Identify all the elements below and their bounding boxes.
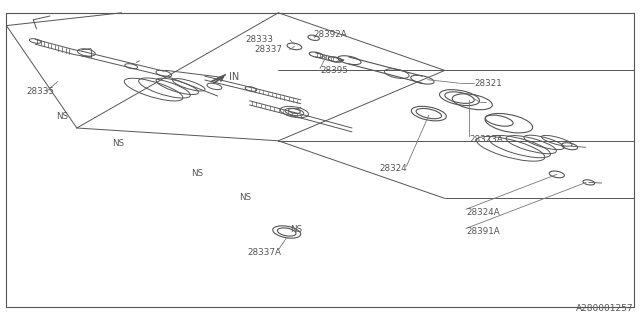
Text: NS: NS (112, 139, 124, 148)
Text: NS: NS (239, 193, 252, 202)
Text: 28323A: 28323A (469, 135, 503, 144)
Text: IN: IN (229, 72, 239, 82)
Text: 28333: 28333 (245, 36, 273, 44)
Text: 28321: 28321 (475, 79, 502, 88)
Text: NS: NS (191, 169, 203, 178)
Text: 28324A: 28324A (466, 208, 500, 217)
Text: 28392A: 28392A (314, 30, 348, 39)
Text: NS: NS (290, 225, 302, 234)
Text: 28391A: 28391A (466, 228, 500, 236)
Text: 28324: 28324 (380, 164, 407, 173)
Text: A280001257: A280001257 (576, 304, 634, 313)
Text: 28337: 28337 (255, 45, 283, 54)
Text: NS: NS (56, 112, 68, 121)
Text: 28337A: 28337A (248, 248, 282, 257)
Text: 28395: 28395 (320, 66, 348, 75)
Text: 28335: 28335 (27, 87, 55, 96)
